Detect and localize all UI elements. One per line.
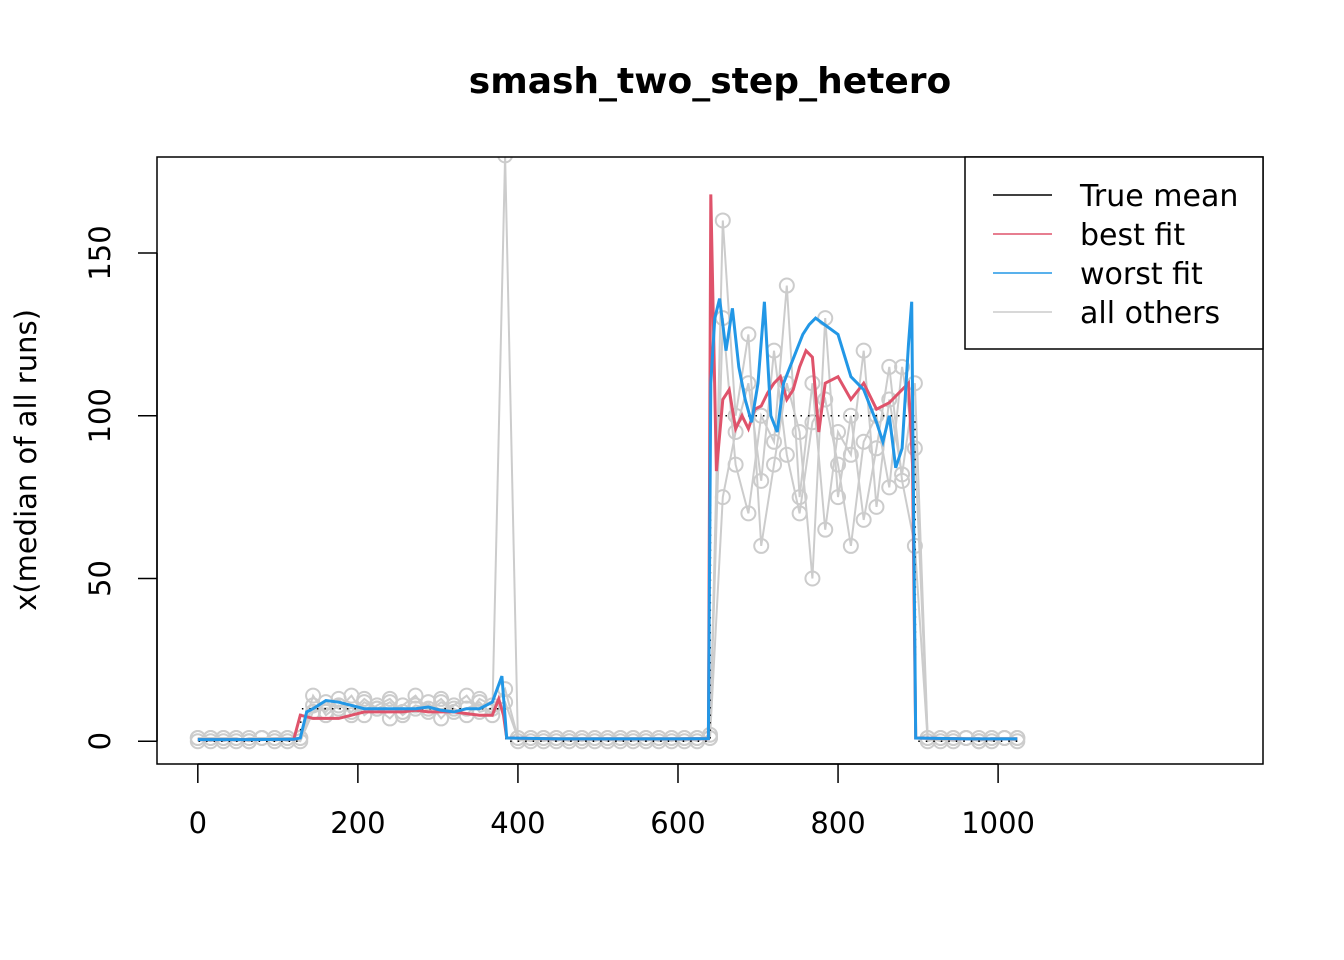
point-all-others: [855, 342, 872, 359]
series-true-mean: [198, 414, 1018, 742]
point-all-others: [791, 424, 808, 441]
point-all-others: [740, 505, 757, 522]
x-tick-label: 400: [490, 806, 545, 840]
y-tick-label: 150: [83, 225, 117, 280]
chart-title: smash_two_step_hetero: [469, 61, 951, 102]
point-all-others: [433, 690, 450, 707]
legend-label-all-others: all others: [1080, 296, 1220, 331]
series-all-others-2: [197, 285, 1018, 743]
point-all-others: [881, 358, 898, 375]
point-all-others: [189, 729, 206, 746]
x-tick-label: 0: [189, 806, 207, 840]
y-axis-label: x(median of all runs): [9, 309, 43, 611]
y-tick-label: 100: [83, 388, 117, 443]
point-all-others: [881, 391, 898, 408]
point-all-others: [855, 511, 872, 528]
point-all-others: [868, 440, 885, 457]
point-all-others: [830, 424, 847, 441]
x-tick-label: 200: [330, 806, 385, 840]
point-all-others: [817, 521, 834, 538]
y-tick-label: 0: [83, 732, 117, 750]
point-all-others: [791, 489, 808, 506]
point-all-others: [305, 687, 322, 704]
point-all-others: [868, 498, 885, 515]
point-all-others: [356, 690, 373, 707]
x-tick-label: 800: [810, 806, 865, 840]
point-all-others: [714, 212, 731, 229]
legend-label-true-mean: True mean: [1079, 179, 1238, 214]
point-all-others: [804, 570, 821, 587]
point-all-others: [906, 440, 923, 457]
series-best-fit: [197, 194, 1018, 742]
point-all-others: [740, 326, 757, 343]
legend-label-best-fit: best fit: [1080, 218, 1185, 253]
point-all-others: [778, 277, 795, 294]
point-all-others: [778, 446, 795, 463]
point-all-others: [1009, 733, 1026, 750]
point-all-others: [842, 537, 859, 554]
series-worst-fit: [197, 298, 1018, 742]
x-tick-label: 1000: [961, 806, 1035, 840]
point-all-others: [894, 472, 911, 489]
point-all-others: [766, 456, 783, 473]
point-all-others: [881, 479, 898, 496]
point-all-others: [253, 729, 270, 746]
point-all-others: [830, 489, 847, 506]
legend: True mean best fit worst fit all others: [964, 156, 1264, 350]
axes: 0 200 400 600 800 1000 0 50 100 150: [83, 225, 1035, 840]
point-all-others: [894, 358, 911, 375]
point-all-others: [766, 433, 783, 450]
point-all-others: [753, 537, 770, 554]
x-tick-label: 600: [650, 806, 705, 840]
point-all-others: [753, 472, 770, 489]
y-tick-label: 50: [83, 560, 117, 597]
point-all-others: [830, 456, 847, 473]
legend-label-worst-fit: worst fit: [1080, 257, 1203, 292]
point-all-others: [727, 456, 744, 473]
plot-area: [189, 157, 1026, 750]
point-all-others: [804, 375, 821, 392]
legend-box: [964, 156, 1264, 350]
point-all-others: [497, 157, 513, 164]
point-all-others: [842, 407, 859, 424]
